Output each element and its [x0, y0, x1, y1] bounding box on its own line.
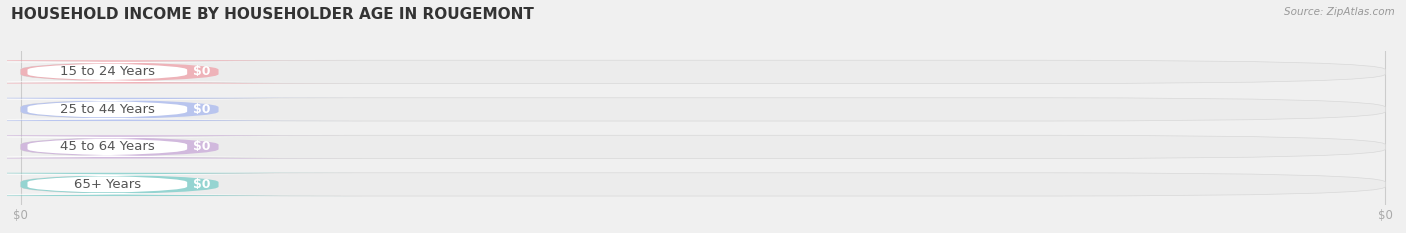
FancyBboxPatch shape — [0, 137, 318, 157]
FancyBboxPatch shape — [21, 173, 1385, 196]
FancyBboxPatch shape — [0, 173, 361, 196]
Text: $0: $0 — [193, 178, 211, 191]
Text: HOUSEHOLD INCOME BY HOUSEHOLDER AGE IN ROUGEMONT: HOUSEHOLD INCOME BY HOUSEHOLDER AGE IN R… — [11, 7, 534, 22]
Text: 65+ Years: 65+ Years — [73, 178, 141, 191]
FancyBboxPatch shape — [0, 99, 318, 120]
FancyBboxPatch shape — [21, 60, 1385, 83]
Text: $0: $0 — [193, 65, 211, 78]
FancyBboxPatch shape — [21, 135, 1385, 158]
Text: 15 to 24 Years: 15 to 24 Years — [60, 65, 155, 78]
Text: 25 to 44 Years: 25 to 44 Years — [60, 103, 155, 116]
Text: $0: $0 — [193, 140, 211, 153]
FancyBboxPatch shape — [21, 98, 1385, 121]
FancyBboxPatch shape — [0, 62, 318, 82]
FancyBboxPatch shape — [0, 135, 361, 158]
FancyBboxPatch shape — [0, 98, 361, 121]
FancyBboxPatch shape — [0, 60, 361, 83]
Text: Source: ZipAtlas.com: Source: ZipAtlas.com — [1284, 7, 1395, 17]
FancyBboxPatch shape — [0, 174, 318, 195]
Text: $0: $0 — [193, 103, 211, 116]
Text: 45 to 64 Years: 45 to 64 Years — [60, 140, 155, 153]
